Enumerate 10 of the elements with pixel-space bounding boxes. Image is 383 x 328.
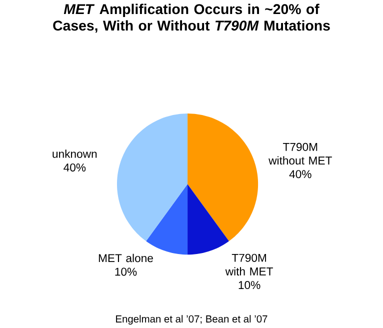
text: Engelman et al ’07; Bean et al ’07 (116, 314, 268, 324)
slice-label: T790M with MET (225, 254, 273, 276)
slice-label: MET alone (98, 254, 153, 262)
chart-title: MET Amplification Occurs in ~20% of Cases, With or Without T790M Mutations (53, 4, 330, 32)
data-label: 40% (289, 170, 312, 178)
slice-label: T790M without MET (268, 142, 332, 164)
data-label: 10% (115, 268, 137, 276)
slice-label: unknown (52, 149, 97, 158)
data-label: 40% (64, 163, 86, 172)
data-label: 10% (238, 280, 260, 289)
